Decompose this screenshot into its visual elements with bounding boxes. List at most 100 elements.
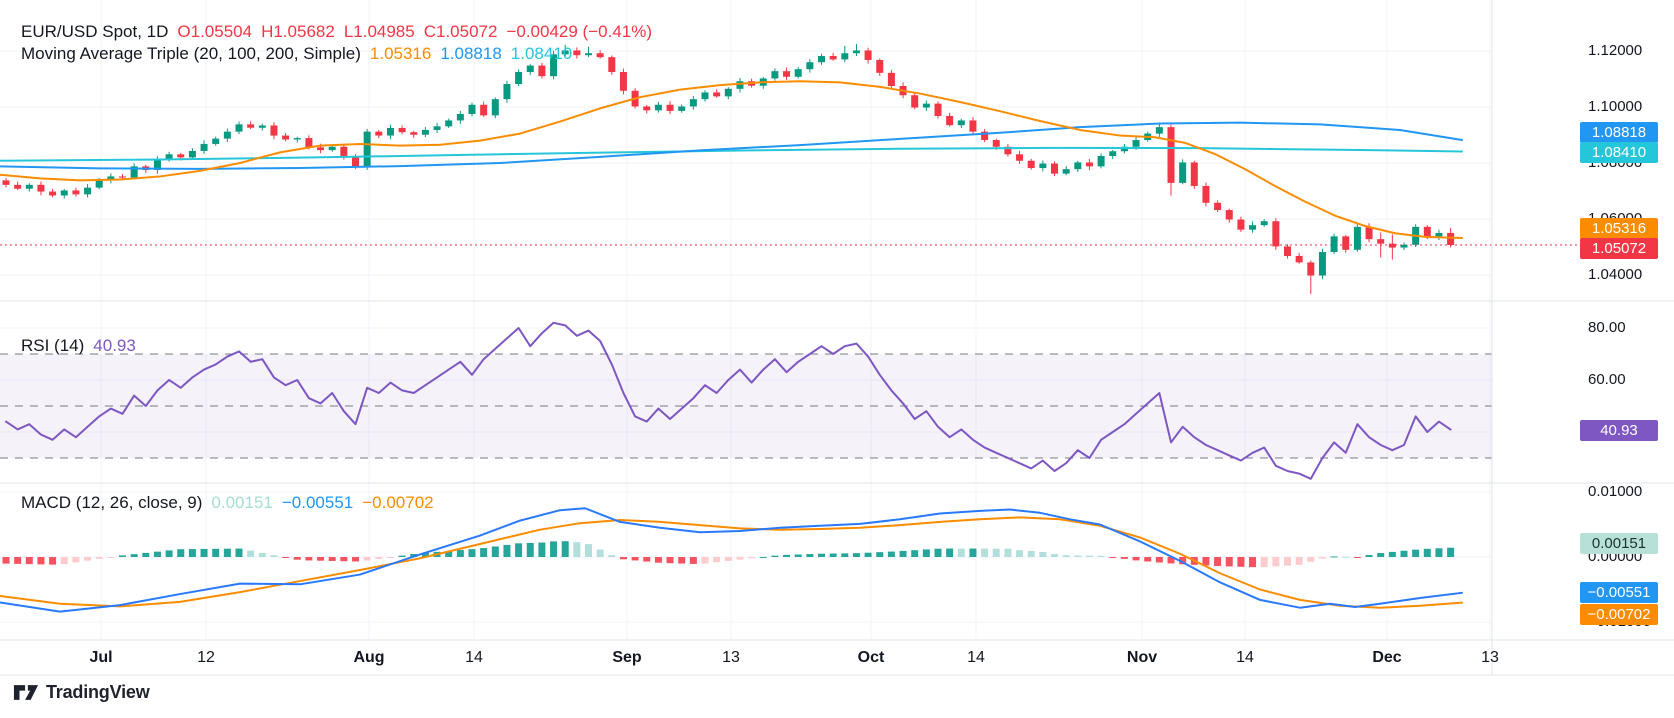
candle-body bbox=[946, 115, 954, 126]
macd-histogram-bar bbox=[60, 557, 68, 565]
candle-body bbox=[1237, 219, 1245, 230]
macd-histogram-bar bbox=[1120, 557, 1128, 559]
candle-body bbox=[526, 65, 534, 72]
macd-histogram-bar bbox=[352, 557, 359, 562]
candle-body bbox=[701, 92, 709, 100]
candle-body bbox=[503, 84, 511, 100]
candle-body bbox=[1295, 255, 1303, 263]
macd-histogram-bar bbox=[864, 552, 872, 557]
macd-histogram-bar bbox=[1307, 557, 1315, 562]
candle-body bbox=[596, 53, 604, 58]
macd-histogram-bar bbox=[270, 555, 278, 557]
candle-body bbox=[49, 191, 57, 196]
macd-histogram-bar bbox=[783, 554, 791, 557]
candle-body bbox=[456, 114, 464, 121]
candle-body bbox=[410, 132, 418, 135]
macd-histogram-bar bbox=[1295, 557, 1303, 565]
macd-histogram-bar bbox=[585, 544, 592, 557]
ma20-value: 1.05316 bbox=[369, 44, 432, 63]
candle-body bbox=[165, 154, 173, 160]
macd-signal-badge: −0.00702 bbox=[1580, 603, 1658, 625]
macd-histogram-bar bbox=[643, 557, 651, 562]
macd-histogram-bar bbox=[724, 557, 732, 561]
macd-histogram-bar bbox=[689, 557, 697, 564]
candle-body bbox=[1377, 239, 1385, 244]
candle-body bbox=[957, 120, 965, 126]
time-tick-month: Aug bbox=[353, 649, 385, 666]
candle-body bbox=[992, 140, 1000, 147]
candle-body bbox=[981, 131, 989, 141]
candle-body bbox=[386, 128, 394, 136]
symbol-title[interactable]: EUR/USD Spot, 1D bbox=[21, 22, 169, 41]
time-tick-day: 12 bbox=[197, 649, 215, 666]
candle-body bbox=[864, 50, 872, 60]
macd-histogram-bar bbox=[363, 557, 371, 561]
candle-body bbox=[1318, 252, 1326, 276]
macd-histogram-bar bbox=[911, 550, 919, 557]
macd-histogram-bar bbox=[386, 557, 394, 558]
macd-histogram-bar bbox=[1027, 550, 1035, 557]
macd-histogram-bar bbox=[1400, 550, 1408, 557]
candle-body bbox=[1353, 226, 1361, 250]
time-tick-day: 14 bbox=[967, 649, 985, 666]
time-tick-month: Jul bbox=[89, 649, 113, 666]
macd-histogram-bar bbox=[212, 548, 220, 557]
macd-histogram-bar bbox=[1447, 547, 1455, 557]
macd-histogram-bar bbox=[1284, 557, 1291, 566]
macd-histogram-bar bbox=[1074, 555, 1082, 557]
candle-body bbox=[468, 104, 476, 114]
macd-histogram-bar bbox=[200, 548, 208, 557]
candle-body bbox=[794, 69, 802, 77]
candle-body bbox=[293, 138, 301, 140]
candle-body bbox=[212, 138, 220, 144]
candle-body bbox=[852, 50, 860, 54]
rsi-indicator-title[interactable]: RSI (14) bbox=[21, 336, 85, 355]
ma-legend-row: Moving Average Triple (20, 100, 200, Sim… bbox=[21, 44, 572, 64]
macd-histogram-bar bbox=[1016, 550, 1024, 557]
candle-body bbox=[153, 159, 161, 170]
macd-histogram-bar bbox=[317, 557, 325, 561]
candle-body bbox=[654, 104, 662, 111]
macd-histogram-bar bbox=[282, 557, 290, 558]
macd-histogram-bar bbox=[1039, 551, 1047, 557]
candle-body bbox=[60, 190, 68, 196]
ohlc-close: C1.05072 bbox=[423, 22, 498, 41]
macd-histogram-bar bbox=[165, 550, 173, 557]
candle-body bbox=[200, 143, 208, 151]
rsi-legend-row: RSI (14) 40.93 bbox=[21, 336, 136, 356]
candle-body bbox=[37, 184, 45, 192]
macd-histogram-bar bbox=[25, 557, 33, 565]
candle-body bbox=[538, 65, 546, 77]
time-tick-day: 13 bbox=[722, 649, 740, 666]
candle-body bbox=[305, 138, 313, 148]
candle-body bbox=[1039, 163, 1047, 169]
macd-histogram-bar bbox=[1155, 557, 1163, 563]
candle-body bbox=[922, 103, 930, 108]
macd-histogram-bar bbox=[654, 557, 662, 563]
candle-body bbox=[480, 104, 488, 116]
ma200-price-badge: 1.08410 bbox=[1580, 141, 1658, 163]
candle-body bbox=[713, 92, 721, 97]
ma-indicator-title[interactable]: Moving Average Triple (20, 100, 200, Sim… bbox=[21, 44, 361, 63]
candle-body bbox=[130, 166, 138, 178]
macd-histogram-bar bbox=[946, 548, 954, 557]
candle-body bbox=[363, 131, 371, 167]
macd-histogram-bar bbox=[981, 548, 989, 557]
macd-histogram-bar bbox=[841, 553, 849, 557]
time-tick-day: 13 bbox=[1481, 649, 1499, 666]
tradingview-logo[interactable]: TradingView bbox=[13, 682, 150, 703]
time-tick-month: Dec bbox=[1372, 649, 1402, 666]
macd-histogram-bar bbox=[515, 543, 523, 557]
macd-histogram-bar bbox=[678, 557, 686, 564]
macd-histogram-bar bbox=[177, 549, 185, 557]
macd-axis-label: 0.01000 bbox=[1588, 483, 1643, 500]
candle-body bbox=[678, 106, 686, 111]
macd-legend-row: MACD (12, 26, close, 9) 0.00151 −0.00551… bbox=[21, 493, 434, 513]
macd-indicator-title[interactable]: MACD (12, 26, close, 9) bbox=[21, 493, 203, 512]
candle-body bbox=[969, 120, 977, 132]
time-scale[interactable] bbox=[0, 640, 1674, 675]
price-axis-label: 1.10000 bbox=[1588, 98, 1643, 115]
candle-body bbox=[1167, 127, 1175, 183]
